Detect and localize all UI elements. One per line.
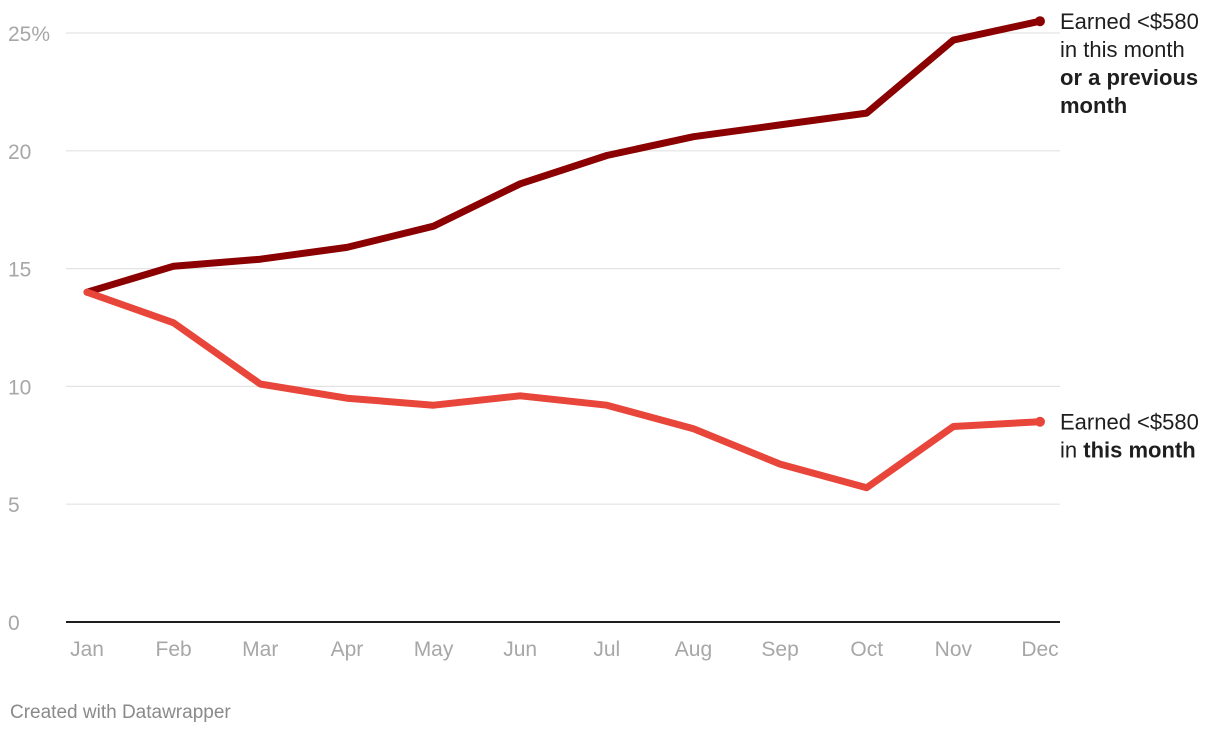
y-tick-label: 15 <box>8 259 31 282</box>
series-label-1: Earned <$580 in this month or a previous mo… <box>1060 9 1199 118</box>
x-tick-label: Feb <box>156 638 192 661</box>
y-tick-label: 5 <box>8 494 20 517</box>
series-labels: Earned <$580 in this month or a previous mo… <box>1060 9 1199 463</box>
credit-text: Created with Datawrapper <box>10 702 231 723</box>
series-end-point-2 <box>1035 416 1045 427</box>
series-label-segment: or a previous <box>1060 65 1198 90</box>
series-end-point-1 <box>1035 16 1045 27</box>
series-lines <box>83 16 1045 492</box>
x-tick-label: Jan <box>70 638 104 661</box>
y-tick-label: 20 <box>8 141 31 164</box>
y-tick-label: 0 <box>8 612 20 635</box>
series-line-2 <box>83 288 1044 492</box>
series-label-segment: month <box>1060 93 1127 118</box>
x-tick-label: May <box>414 638 454 661</box>
series-label-2: Earned <$580 in this month <box>1060 410 1199 463</box>
series-label-segment: this month <box>1083 438 1195 463</box>
x-tick-label: Oct <box>850 638 883 661</box>
y-tick-label: 25% <box>8 23 50 46</box>
x-axis-tick-labels: Jan Feb Mar Apr May Jun Jul Aug Sep Oct Nov Dec <box>70 638 1059 661</box>
series-label-segment: Earned <$580 <box>1060 410 1199 435</box>
series-label-segment: in <box>1060 438 1083 463</box>
x-tick-label: Dec <box>1021 638 1058 661</box>
y-axis-tick-labels: 0 5 10 15 20 25% <box>8 23 50 635</box>
x-tick-label: Sep <box>761 638 798 661</box>
series-label-segment: Earned <$580 <box>1060 9 1199 34</box>
series-line-1 <box>83 17 1044 296</box>
x-tick-label: Apr <box>331 638 364 661</box>
gridlines <box>66 32 1060 623</box>
x-tick-label: Aug <box>675 638 712 661</box>
x-tick-label: Jun <box>503 638 537 661</box>
y-tick-label: 10 <box>8 376 31 399</box>
x-tick-label: Mar <box>242 638 278 661</box>
x-tick-label: Jul <box>593 638 620 661</box>
series-label-segment: in this month <box>1060 37 1185 62</box>
x-tick-label: Nov <box>935 638 973 661</box>
